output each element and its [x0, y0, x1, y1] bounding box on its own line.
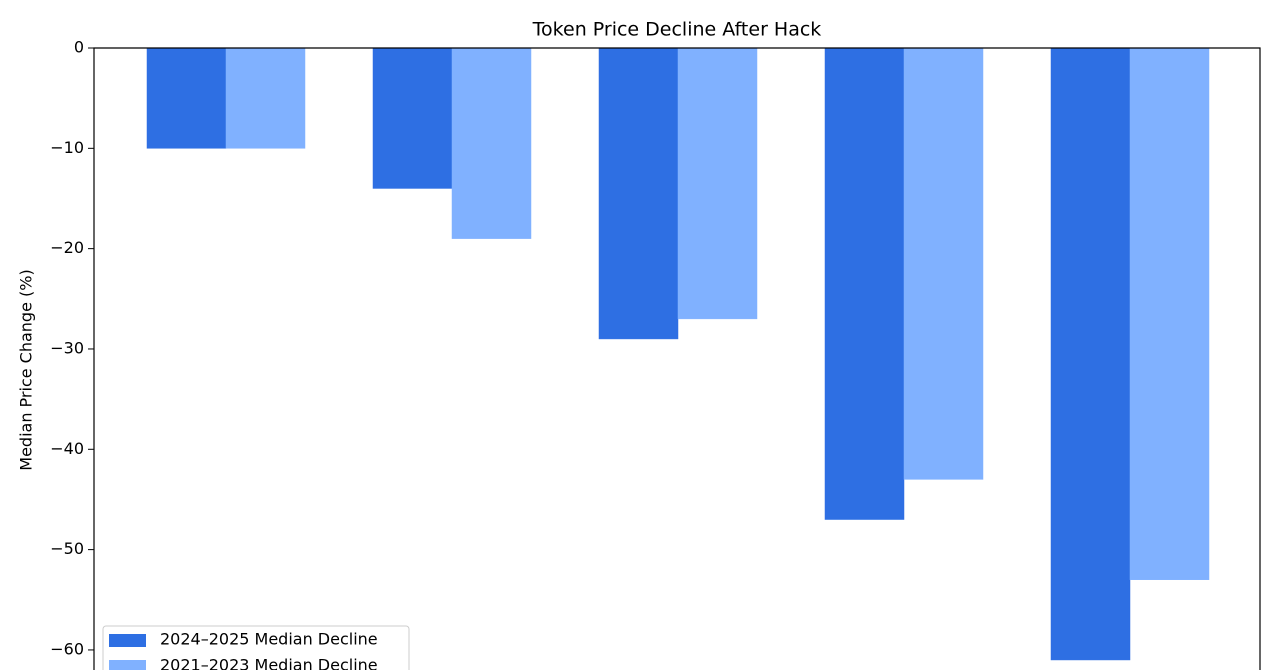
legend-label: 2021–2023 Median Decline [160, 656, 378, 670]
legend-label: 2024–2025 Median Decline [160, 630, 378, 649]
bar [1050, 47, 1131, 661]
legend-swatch [109, 634, 146, 647]
y-tick-label: −20 [50, 238, 84, 257]
bar [225, 47, 306, 149]
bar [903, 47, 984, 480]
y-axis-label: Median Price Change (%) [17, 269, 36, 470]
y-tick-label: −50 [50, 539, 84, 558]
bar [598, 47, 679, 340]
y-tick-label: 0 [74, 38, 84, 57]
bar [372, 47, 453, 189]
bar [146, 47, 227, 149]
y-tick-label: −10 [50, 138, 84, 157]
y-tick-label: −30 [50, 338, 84, 357]
bar [677, 47, 758, 320]
bar [824, 47, 905, 520]
chart-title: Token Price Decline After Hack [532, 19, 822, 41]
axes-frame [93, 47, 1261, 670]
legend-box [102, 625, 410, 670]
legend: 2024–2025 Median Decline 2021–2023 Median… [102, 625, 410, 670]
y-tick-label: −60 [50, 639, 84, 658]
legend-swatch [109, 660, 146, 670]
bar [1129, 47, 1210, 580]
bar [451, 47, 532, 239]
y-tick-label: −40 [50, 439, 84, 458]
